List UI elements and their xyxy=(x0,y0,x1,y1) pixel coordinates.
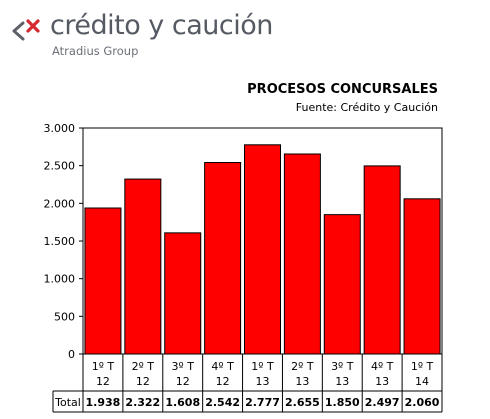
bar xyxy=(84,207,122,355)
x-tick-label: 4º T xyxy=(211,360,234,373)
bar xyxy=(323,214,361,355)
data-label: 2.322 xyxy=(125,396,160,409)
x-tick-label: 3º T xyxy=(331,360,354,373)
x-tick-label: 3º T xyxy=(172,360,195,373)
x-tick-label: 12 xyxy=(96,375,110,388)
bar xyxy=(244,144,281,355)
y-tick-label: 2.000 xyxy=(44,197,76,210)
x-tick-label: 13 xyxy=(256,375,270,388)
data-label: 2.777 xyxy=(245,396,280,409)
bar xyxy=(403,198,441,355)
y-tick-label: 2.500 xyxy=(44,160,76,173)
table-series-label: Total xyxy=(54,396,81,409)
bar xyxy=(283,153,321,355)
x-tick-label: 2º T xyxy=(132,360,155,373)
y-tick-label: 1.000 xyxy=(44,273,76,286)
bar xyxy=(164,232,202,355)
bar xyxy=(124,178,162,355)
data-label: 2.542 xyxy=(205,396,240,409)
data-label: 1.850 xyxy=(325,396,360,409)
logo-mark-icon xyxy=(12,19,40,41)
x-tick-label: 1º T xyxy=(92,360,115,373)
data-label: 1.938 xyxy=(86,396,121,409)
logo: crédito y caución Atradius Group xyxy=(12,10,273,60)
bar xyxy=(204,162,242,355)
bar xyxy=(363,165,401,355)
x-tick-label: 12 xyxy=(216,375,230,388)
x-tick-label: 12 xyxy=(136,375,150,388)
x-tick-label: 1º T xyxy=(251,360,274,373)
y-tick-label: 0 xyxy=(68,348,75,361)
logo-name: crédito y caución xyxy=(50,10,273,41)
y-tick-label: 500 xyxy=(54,310,75,323)
logo-group: Atradius Group xyxy=(52,44,139,58)
x-tick-label: 2º T xyxy=(291,360,314,373)
x-tick-label: 13 xyxy=(295,375,309,388)
x-tick-label: 14 xyxy=(415,375,429,388)
x-tick-label: 13 xyxy=(335,375,349,388)
x-tick-label: 12 xyxy=(176,375,190,388)
x-tick-label: 1º T xyxy=(411,360,434,373)
x-tick-label: 13 xyxy=(375,375,389,388)
y-tick-label: 3.000 xyxy=(44,122,76,135)
data-label: 2.497 xyxy=(365,396,400,409)
data-label: 2.060 xyxy=(405,396,440,409)
chart-title: PROCESOS CONCURSALES xyxy=(247,82,438,97)
y-tick-label: 1.500 xyxy=(44,235,76,248)
chart-subtitle: Fuente: Crédito y Caución xyxy=(295,101,438,114)
x-tick-label: 4º T xyxy=(371,360,394,373)
data-label: 1.608 xyxy=(165,396,200,409)
data-label: 2.655 xyxy=(285,396,320,409)
